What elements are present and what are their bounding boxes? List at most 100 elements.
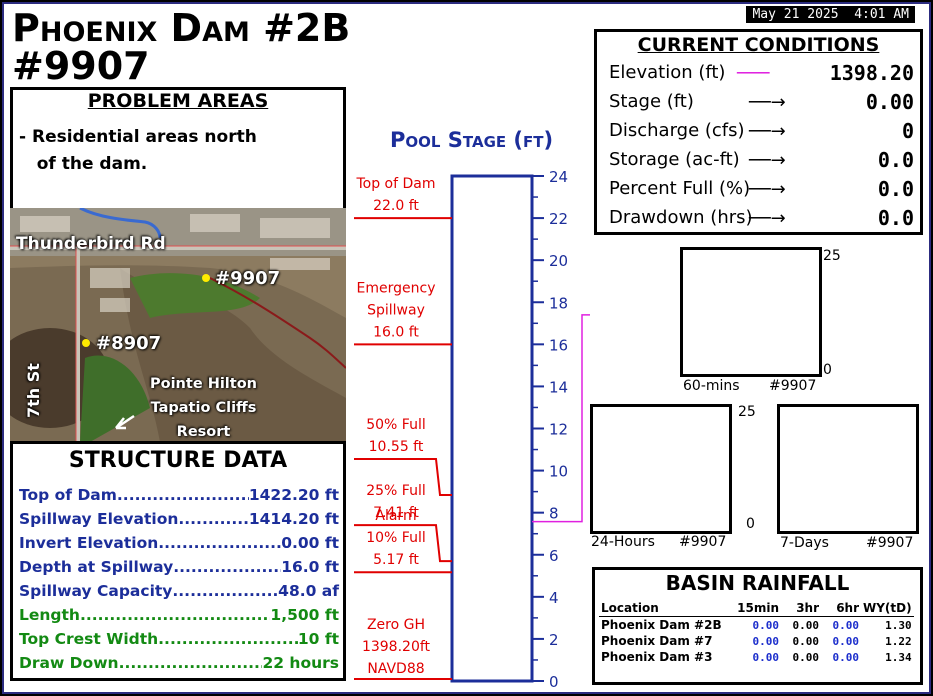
arrow-right-icon: ──→ (749, 92, 786, 113)
problem-areas-text: - Residential areas north of the dam. (19, 127, 257, 174)
structure-data-heading: STRUCTURE DATA (68, 448, 288, 473)
location-map: Thunderbird Rd #9907 #8907 7th St Pointe… (10, 208, 346, 442)
dam-title: Phoenix Dam #2B (12, 6, 351, 50)
gauge-tick-label: 16 (549, 336, 568, 354)
map-label-gauge-8907: #8907 (96, 333, 162, 354)
structure-row-label: Top Crest Width (19, 630, 159, 648)
basin-rainfall-table: Location 15min 3hr 6hr WY(tD) Phoenix Da… (599, 600, 914, 665)
level-label-line: 1398.20ft (362, 639, 431, 655)
timestamp: May 21 2025 4:01 AM (746, 6, 915, 23)
gauge-tick-label: 18 (549, 294, 568, 312)
level-label-line: 5.17 ft (373, 552, 419, 568)
structure-row-label: Invert Elevation (19, 534, 159, 552)
basin-rainfall-heading: BASIN RAINFALL (665, 571, 850, 595)
rainfall-3hr: 0.00 (792, 650, 820, 664)
chart-60-min: 0 (823, 362, 832, 378)
rainfall-3hr: 0.00 (792, 618, 820, 632)
structure-row-leader: ........................................… (118, 654, 263, 672)
gauge-tick-label: 8 (549, 505, 559, 523)
gauge-tick-label: 12 (549, 421, 568, 439)
record-high-connector (532, 314, 590, 523)
chart-60-max: 25 (823, 248, 841, 264)
arrow-right-icon: ──→ (749, 208, 786, 229)
chart-60-mins (680, 247, 822, 377)
arrow-right-icon: ──→ (749, 150, 786, 171)
structure-row-leader: ........................................… (172, 582, 279, 600)
structure-row-label: Spillway Elevation (19, 510, 179, 528)
condition-label: Stage (ft) (609, 91, 694, 112)
rainfall-row: Phoenix Dam #2B 0.00 0.00 0.00 1.30 (599, 617, 914, 634)
rainfall-6hr: 0.00 (832, 618, 860, 632)
col-6hr: 6hr (836, 601, 859, 615)
map-label-thunderbird: Thunderbird Rd (16, 234, 166, 254)
level-label-line: 50% Full (366, 417, 426, 433)
level-label-line: Alarm (375, 508, 416, 524)
condition-label: Discharge (cfs) (609, 120, 745, 141)
level-label-line: Zero GH (367, 617, 425, 633)
gauge-tick-label: 24 (549, 168, 568, 186)
level-label-line: 25% Full (366, 483, 426, 499)
arrow-right-icon: ──→ (749, 121, 786, 142)
rainfall-wy: 1.34 (885, 650, 912, 664)
current-conditions-box: CURRENT CONDITIONS Elevation (ft) ─── 1398… (594, 29, 923, 235)
structure-row-value: 1414.20 ft (248, 510, 339, 528)
problem-areas-heading: PROBLEM AREAS (87, 90, 269, 112)
chart-24-max: 25 (738, 404, 756, 420)
gauge-tick-label: 0 (549, 673, 559, 689)
structure-row: Top Crest Width.........................… (19, 630, 339, 648)
gauge-tick-label: 4 (549, 589, 559, 607)
gauge-tick-label: 2 (549, 631, 559, 649)
rainfall-6hr: 0.00 (832, 634, 860, 648)
condition-value: 0.00 (865, 90, 914, 114)
rainfall-15min: 0.00 (752, 634, 780, 648)
map-imagery (10, 208, 346, 442)
structure-row: Spillway Capacity.......................… (19, 582, 339, 600)
gauge-tick-label: 10 (549, 463, 568, 481)
chart-60-label: 60-mins (683, 378, 740, 394)
rainfall-15min: 0.00 (752, 650, 780, 664)
structure-row-value: 0.00 ft (281, 534, 339, 552)
condition-label: Elevation (ft) (609, 62, 726, 83)
structure-row: Spillway Elevation......................… (19, 510, 339, 528)
structure-row-value: 22 hours (262, 654, 339, 672)
pool-stage-title: Pool Stage (ft) (390, 128, 554, 152)
condition-label: Percent Full (%) (609, 178, 751, 199)
structure-row-label: Draw Down (19, 654, 119, 672)
map-label-gauge-9907: #9907 (215, 268, 281, 289)
structure-row-value: 48.0 af (278, 582, 339, 600)
structure-row-leader: ........................................… (116, 486, 249, 504)
level-label-line: Emergency (357, 280, 436, 296)
condition-value: 0.0 (877, 177, 914, 201)
chart-7d-id: #9907 (866, 535, 914, 551)
rainfall-wy: 1.30 (885, 618, 912, 632)
rainfall-row: Phoenix Dam #3 0.00 0.00 0.00 1.34 (599, 649, 914, 665)
rainfall-location: Phoenix Dam #2B (601, 618, 722, 632)
rainfall-15min: 0.00 (752, 618, 780, 632)
structure-row: Draw Down...............................… (19, 654, 339, 672)
structure-row: Top of Dam..............................… (19, 486, 339, 504)
col-wy: WY(tD) (863, 601, 912, 615)
structure-row-label: Spillway Capacity (19, 582, 173, 600)
condition-value: 0 (901, 119, 914, 143)
condition-value: 1398.20 (829, 61, 914, 85)
arrow-right-icon: ──→ (749, 179, 786, 200)
structure-row-value: 10 ft (297, 630, 339, 648)
structure-row-value: 16.0 ft (281, 558, 339, 576)
level-label-line: 7.41 ft (373, 505, 419, 521)
level-label-line: 16.0 ft (373, 324, 419, 340)
level-label-line: 10.55 ft (369, 439, 424, 455)
condition-value: 0.0 (877, 148, 914, 172)
condition-label: Drawdown (hrs) (609, 207, 753, 228)
basin-rainfall-box: BASIN RAINFALL Location 15min 3hr 6hr WY… (592, 567, 923, 685)
structure-row-leader: ........................................… (158, 534, 281, 552)
chart-24-min: 0 (746, 516, 755, 532)
map-label-7th-st: 7th St (24, 363, 43, 418)
rainfall-row: Phoenix Dam #7 0.00 0.00 0.00 1.22 (599, 633, 914, 649)
dam-id: #9907 (12, 44, 150, 88)
gauge-tube (450, 174, 534, 683)
col-3hr: 3hr (796, 601, 819, 615)
level-label-line: Top of Dam (355, 176, 435, 192)
structure-row-value: 1,500 ft (270, 606, 339, 624)
level-label-line: 10% Full (366, 530, 426, 546)
